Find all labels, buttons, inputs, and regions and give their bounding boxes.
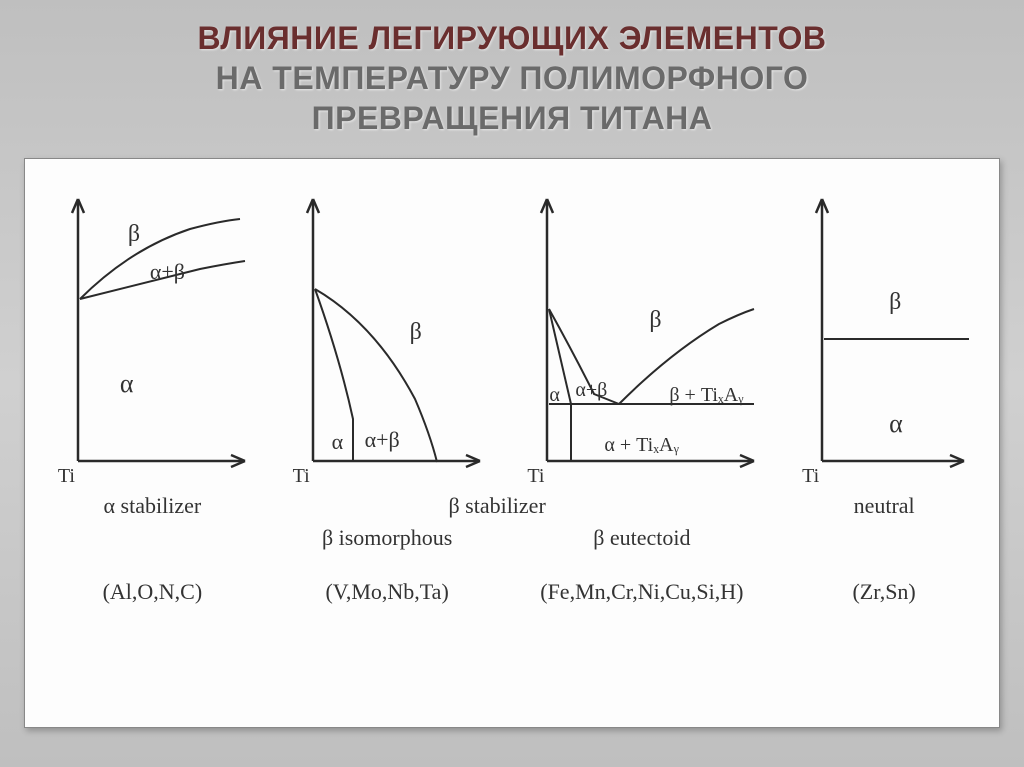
- plot-box: βαTi: [794, 179, 974, 479]
- title-line-1: ВЛИЯНИЕ ЛЕГИРУЮЩИХ ЭЛЕМЕНТОВ: [30, 18, 994, 58]
- region-label: α+β: [150, 259, 185, 285]
- x-origin-label: Ti: [527, 465, 544, 488]
- panel-caption: α stabilizer (Al,O,N,C): [103, 487, 203, 611]
- phase-diagram-panel: β α α+β β + TiₓAᵧ α + TiₓAᵧ Ti β eutectoid (Fe…: [519, 179, 764, 611]
- caption-category: [540, 493, 743, 519]
- title-line-3: ПРЕВРАЩЕНИЯ ТИТАНА: [30, 98, 994, 138]
- plot-box: βαα+βTi: [285, 179, 490, 479]
- title-line-2: НА ТЕМПЕРАТУРУ ПОЛИМОРФНОГО: [30, 58, 994, 98]
- x-origin-label: Ti: [58, 465, 75, 488]
- region-label: α+β: [365, 427, 400, 453]
- caption-subtype: [852, 525, 915, 551]
- phase-diagram-panel: β α Ti neutral (Zr,Sn): [794, 179, 974, 611]
- caption-category: β stabilizer: [432, 493, 562, 519]
- plot-box: βα+βαTi: [50, 179, 255, 479]
- phase-diagram-panel: β α+β α Ti α stabilizer (Al,O,N,C): [50, 179, 255, 611]
- region-label: β: [889, 289, 901, 316]
- caption-elements: (V,Mo,Nb,Ta): [322, 579, 452, 605]
- caption-category: α stabilizer: [103, 493, 203, 519]
- panel-caption: β eutectoid (Fe,Mn,Cr,Ni,Cu,Si,H): [540, 487, 743, 611]
- caption-category: neutral: [852, 493, 915, 519]
- region-label: α: [889, 409, 903, 439]
- panel-caption: β stabilizerβ isomorphous(V,Mo,Nb,Ta): [322, 487, 452, 611]
- region-label: α+β: [575, 379, 607, 402]
- panel-caption: neutral (Zr,Sn): [852, 487, 915, 611]
- region-label: α + TiₓAᵧ: [604, 434, 678, 457]
- region-label: β: [410, 319, 422, 346]
- caption-elements: (Al,O,N,C): [103, 579, 203, 605]
- caption-subtype: β eutectoid: [540, 525, 743, 551]
- region-label: α: [332, 429, 344, 455]
- region-label: β: [128, 221, 140, 248]
- x-origin-label: Ti: [802, 465, 819, 488]
- plot-box: βαα+ββ + TiₓAᵧα + TiₓAᵧTi: [519, 179, 764, 479]
- region-label: β: [649, 307, 661, 334]
- phase-diagram-panel: βαα+βTiβ stabilizerβ isomorphous(V,Mo,Nb…: [285, 179, 490, 611]
- caption-subtype: β isomorphous: [322, 525, 452, 551]
- region-label: α: [549, 384, 559, 407]
- caption-subtype: [103, 525, 203, 551]
- region-label: β + TiₓAᵧ: [669, 384, 743, 407]
- x-origin-label: Ti: [293, 465, 310, 488]
- figure-frame: β α+β α Ti α stabilizer (Al,O,N,C) β α α+β Ti β s…: [24, 158, 1000, 728]
- caption-elements: (Zr,Sn): [852, 579, 915, 605]
- slide-title: ВЛИЯНИЕ ЛЕГИРУЮЩИХ ЭЛЕМЕНТОВ НА ТЕМПЕРАТ…: [0, 0, 1024, 148]
- region-label: α: [120, 369, 134, 399]
- caption-elements: (Fe,Mn,Cr,Ni,Cu,Si,H): [540, 579, 743, 605]
